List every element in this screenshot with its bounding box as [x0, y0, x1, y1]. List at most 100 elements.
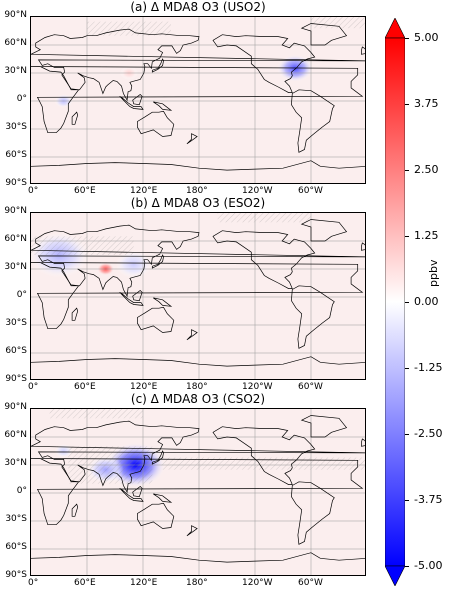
coastline-11 — [132, 486, 143, 498]
panel-b-map — [30, 212, 366, 380]
antarctica-coastline — [31, 356, 365, 367]
map-panel-b: (b) Δ MDA8 O3 (ESO2) 90°N 60°N 30°N 0° 30°S 6… — [0, 196, 380, 392]
coastline-7 — [151, 254, 164, 269]
panel-c-lat-label: 90°N — [4, 402, 27, 412]
colorbar-tick-mark — [405, 236, 409, 237]
panel-a-lon-label: 120°W — [242, 186, 273, 196]
coastline-1 — [31, 28, 365, 102]
coastline-13 — [186, 525, 198, 537]
panel-a-map — [30, 16, 366, 184]
panel-b-lat-label: 0° — [16, 290, 27, 300]
colorbar-tick-mark — [405, 434, 409, 435]
panel-b-lon-label: 0° — [28, 382, 39, 392]
coastline-7 — [151, 58, 164, 73]
panel-c-lon-label: 60°E — [74, 578, 96, 588]
panel-b-lon-label: 60°W — [298, 382, 323, 392]
panel-c-lat-label: 30°S — [5, 514, 27, 524]
panel-b-title: (b) Δ MDA8 O3 (ESO2) — [130, 196, 266, 210]
coastline-1 — [31, 420, 365, 494]
panel-a-lat-label: 60°S — [5, 150, 27, 160]
colorbar-tick-mark — [405, 104, 409, 105]
colorbar — [385, 18, 405, 586]
colorbar-tick-label: 0.00 — [414, 295, 439, 308]
coastline-13 — [186, 133, 198, 145]
map-panel-a: (a) Δ MDA8 O3 (USO2) 90°N 60°N 30°N 0° 30°S 6… — [0, 0, 380, 196]
panel-b-lat-label: 30°S — [5, 318, 27, 328]
panel-a-anomaly-1 — [277, 54, 314, 82]
panel-a-lon-label: 180° — [186, 186, 208, 196]
panel-b-lon-label: 120°E — [130, 382, 158, 392]
coastline-10 — [119, 96, 144, 110]
panel-c-lat-label: 30°N — [4, 458, 27, 468]
panel-b-map-drawing — [31, 213, 365, 379]
colorbar-tick-mark — [405, 500, 409, 501]
colorbar-tick-mark — [405, 368, 409, 369]
coastline-4 — [212, 426, 316, 485]
coastline-5 — [300, 219, 348, 242]
colorbar-tick-label: -5.00 — [414, 559, 443, 572]
panel-b-lat-label: 90°N — [4, 206, 27, 216]
colorbar-tick-label: 3.75 — [414, 97, 439, 110]
coastline-2 — [31, 458, 364, 526]
map-panel-c: (c) Δ MDA8 O3 (CSO2) 90°N 60°N 30°N 0° 30°S 6… — [0, 392, 380, 600]
colorbar-tick-mark — [405, 566, 409, 567]
coastline-5 — [300, 415, 348, 438]
colorbar-tick-mark — [405, 38, 409, 39]
coastline-12 — [153, 101, 173, 111]
colorbar-tick-label: -1.25 — [414, 361, 443, 374]
coastline-8 — [361, 438, 365, 447]
panel-c-lon-label: 120°E — [130, 578, 158, 588]
panel-c-lon-label: 120°W — [242, 578, 273, 588]
panel-a-hatch-1 — [311, 17, 365, 29]
panel-c-title: (c) Δ MDA8 O3 (CSO2) — [130, 392, 266, 406]
coastline-6 — [291, 285, 335, 349]
colorbar-min-arrow — [385, 565, 405, 586]
antarctica-coastline — [31, 552, 365, 563]
coastline-9 — [71, 307, 79, 321]
panel-c-map-drawing — [31, 409, 365, 575]
panel-b-lat-label: 60°S — [5, 346, 27, 356]
coastline-5 — [300, 23, 348, 46]
panel-c-lat-label: 90°S — [5, 570, 27, 580]
coastline-2 — [31, 66, 364, 134]
colorbar-tick-label: -3.75 — [414, 493, 443, 506]
colorbar-tick-mark — [405, 302, 409, 303]
coastline-8 — [361, 242, 365, 251]
panel-a-lat-label: 30°N — [4, 66, 27, 76]
colorbar-max-arrow — [385, 18, 405, 39]
colorbar-tick-label: 1.25 — [414, 229, 439, 242]
coastline-10 — [119, 488, 144, 502]
colorbar-unit-label: ppbv — [427, 259, 440, 287]
colorbar-tick-mark — [405, 170, 409, 171]
panel-c-lat-label: 60°S — [5, 542, 27, 552]
panel-b-lon-label: 120°W — [242, 382, 273, 392]
panel-b-lat-label: 30°N — [4, 262, 27, 272]
panel-c-hatch-1 — [49, 409, 143, 419]
coastline-10 — [119, 292, 144, 306]
coastline-13 — [186, 329, 198, 341]
panel-b-lat-label: 90°S — [5, 374, 27, 384]
panel-c-lon-label: 60°W — [298, 578, 323, 588]
panel-a-map-drawing — [31, 17, 365, 183]
panel-a-lon-label: 60°E — [74, 186, 96, 196]
panel-c-hatch-2 — [161, 457, 365, 470]
coastline-8 — [361, 46, 365, 55]
coastline-7 — [151, 450, 164, 465]
panel-b-lon-label: 180° — [186, 382, 208, 392]
coastline-4 — [212, 230, 316, 289]
panel-c-lon-label: 0° — [28, 578, 39, 588]
panel-c-anomaly-3 — [54, 444, 73, 458]
panel-b-lon-label: 60°E — [74, 382, 96, 392]
panel-a-lat-label: 0° — [16, 94, 27, 104]
colorbar-body — [385, 37, 405, 567]
coastline-1 — [31, 224, 365, 298]
coastline-11 — [132, 290, 143, 302]
coastline-12 — [153, 493, 173, 503]
panel-b-lat-label: 60°N — [4, 234, 27, 244]
coastline-2 — [31, 262, 364, 330]
coastline-6 — [291, 89, 335, 153]
panel-c-map — [30, 408, 366, 576]
panel-a-lon-label: 60°W — [298, 186, 323, 196]
coastline-3 — [137, 110, 175, 137]
coastline-3 — [137, 306, 175, 333]
